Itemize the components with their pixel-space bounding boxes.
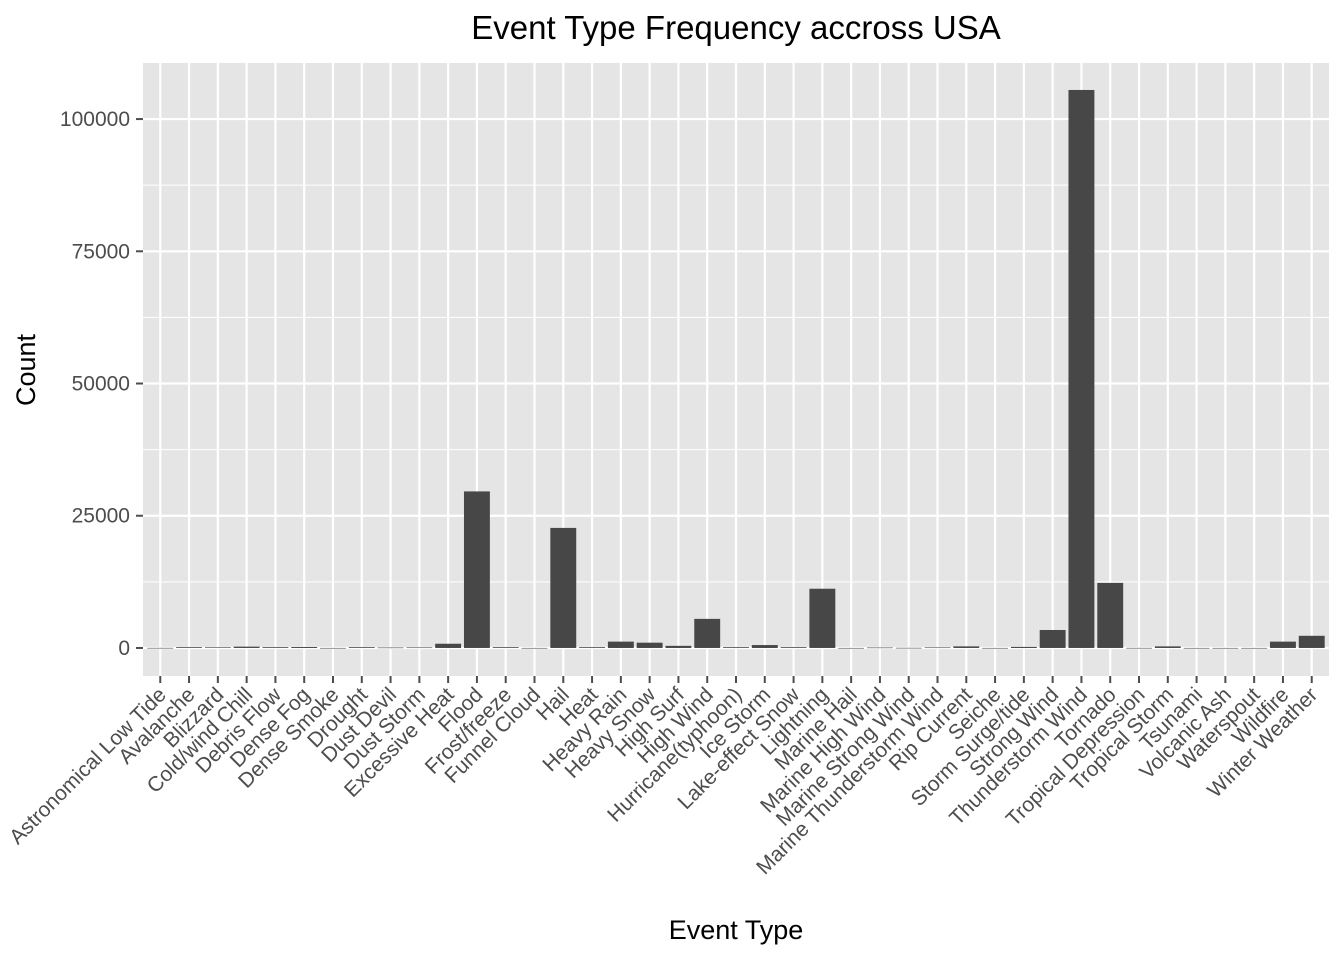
bar bbox=[1039, 629, 1066, 648]
bar bbox=[521, 647, 548, 649]
bar bbox=[1154, 646, 1181, 648]
y-tick-label: 0 bbox=[118, 637, 130, 660]
bar bbox=[838, 647, 865, 649]
x-tick-label: Astronomical Low Tide bbox=[5, 683, 171, 849]
bars bbox=[147, 89, 1325, 649]
bar bbox=[1126, 647, 1152, 649]
bar bbox=[262, 647, 289, 648]
y-tick-label: 75000 bbox=[72, 240, 130, 263]
bar bbox=[1298, 635, 1325, 648]
bar bbox=[1097, 582, 1124, 648]
chart-title: Event Type Frequency accross USA bbox=[471, 9, 1000, 46]
y-tick-label: 50000 bbox=[72, 373, 130, 396]
bar bbox=[665, 645, 692, 648]
bar bbox=[291, 647, 318, 648]
bar bbox=[982, 647, 1009, 649]
bar bbox=[579, 647, 606, 648]
bar bbox=[809, 588, 836, 648]
y-tick-label: 100000 bbox=[60, 108, 130, 131]
bar bbox=[176, 647, 203, 648]
bar bbox=[1183, 647, 1210, 649]
bar bbox=[492, 647, 519, 648]
y-axis-title: Count bbox=[11, 333, 41, 406]
bar bbox=[780, 647, 807, 648]
bar bbox=[147, 647, 174, 649]
bar bbox=[435, 643, 462, 648]
y-tick-label: 25000 bbox=[72, 505, 130, 528]
bar bbox=[1068, 89, 1095, 648]
x-axis-title: Event Type bbox=[669, 915, 804, 945]
bar bbox=[1212, 647, 1239, 649]
bar bbox=[723, 647, 749, 648]
bar bbox=[348, 647, 375, 648]
y-axis: 0 25000 50000 75000 100000 bbox=[60, 108, 143, 660]
bar bbox=[1241, 647, 1268, 649]
bar bbox=[953, 646, 980, 648]
bar bbox=[751, 645, 778, 648]
bar bbox=[636, 642, 663, 648]
bar bbox=[1269, 641, 1296, 648]
bar bbox=[406, 647, 433, 649]
bar bbox=[694, 618, 721, 648]
bar bbox=[320, 647, 346, 649]
grid-lines bbox=[143, 63, 1329, 676]
bar bbox=[924, 647, 951, 649]
bar bbox=[866, 647, 893, 649]
bar bbox=[204, 647, 231, 648]
bar bbox=[1010, 646, 1037, 648]
bar bbox=[377, 647, 404, 649]
bar bbox=[895, 647, 922, 649]
bar bbox=[463, 491, 490, 648]
bar bbox=[550, 527, 577, 648]
bar bbox=[233, 646, 260, 648]
bar bbox=[607, 641, 634, 648]
x-axis: Astronomical Low TideAvalancheBlizzardCo… bbox=[5, 676, 1322, 879]
